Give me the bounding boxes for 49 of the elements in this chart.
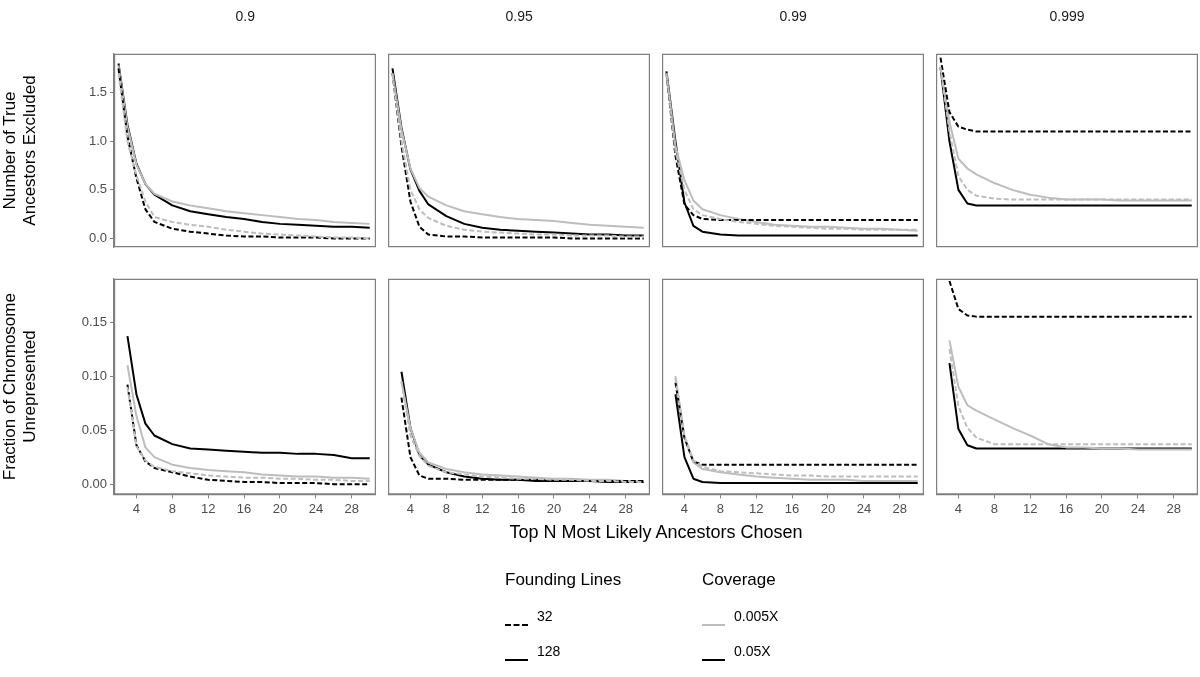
x-tick-label: 20 [820, 500, 836, 516]
x-tick-label: 4 [680, 500, 689, 516]
chart-title: 0.99 [779, 8, 807, 24]
x-tick-label: 8 [990, 500, 998, 516]
x-tick-label: 16 [236, 500, 252, 516]
text: Founding Lines [505, 570, 622, 589]
x-tick-label: 28 [618, 500, 634, 516]
text: 0.05X [734, 643, 771, 659]
y-tick-label: 1.0 [88, 132, 107, 148]
chart-title: 0.9 [235, 8, 255, 24]
y-axis-title: Number of True Ancestors Excluded [0, 75, 40, 226]
text: 0.005X [734, 608, 779, 624]
x-tick-label: 12 [1022, 500, 1038, 516]
x-tick-label: 28 [344, 500, 360, 516]
x-tick-label: 28 [1166, 500, 1182, 516]
y-tick-label: 0.05 [81, 421, 107, 437]
x-tick-label: 24 [308, 500, 324, 516]
x-tick-label: 20 [1094, 500, 1110, 516]
y-axis-title: Fraction of Chromosome Unrepresented [0, 293, 40, 481]
y-tick-label: 1.5 [88, 84, 107, 100]
x-tick-label: 8 [716, 500, 724, 516]
x-tick-label: 4 [132, 500, 141, 516]
x-tick-label: 8 [168, 500, 176, 516]
y-tick-label: 0.10 [81, 367, 107, 383]
y-tick-label: 0.15 [81, 313, 107, 329]
x-tick-label: 16 [510, 500, 526, 516]
x-tick-label: 4 [954, 500, 963, 516]
x-tick-label: 20 [546, 500, 562, 516]
x-axis-title: Top N Most Likely Ancestors Chosen [509, 522, 803, 543]
x-tick-label: 16 [1058, 500, 1074, 516]
y-tick-label: 0.0 [88, 230, 107, 246]
text: 32 [537, 608, 553, 624]
x-tick-label: 8 [442, 500, 450, 516]
y-tick-label: 0.00 [81, 475, 107, 491]
x-tick-label: 24 [856, 500, 872, 516]
x-tick-label: 4 [406, 500, 415, 516]
y-tick-label: 0.5 [88, 181, 107, 197]
x-tick-label: 28 [892, 500, 908, 516]
x-tick-label: 12 [474, 500, 490, 516]
x-tick-label: 20 [272, 500, 288, 516]
x-tick-label: 24 [1130, 500, 1146, 516]
chart-title: 0.999 [1049, 8, 1085, 24]
x-tick-label: 12 [200, 500, 216, 516]
x-tick-label: 24 [582, 500, 598, 516]
text: 128 [537, 643, 561, 659]
x-tick-label: 12 [748, 500, 764, 516]
x-tick-label: 16 [784, 500, 800, 516]
chart-title: 0.95 [505, 8, 533, 24]
text: Coverage [702, 570, 776, 589]
